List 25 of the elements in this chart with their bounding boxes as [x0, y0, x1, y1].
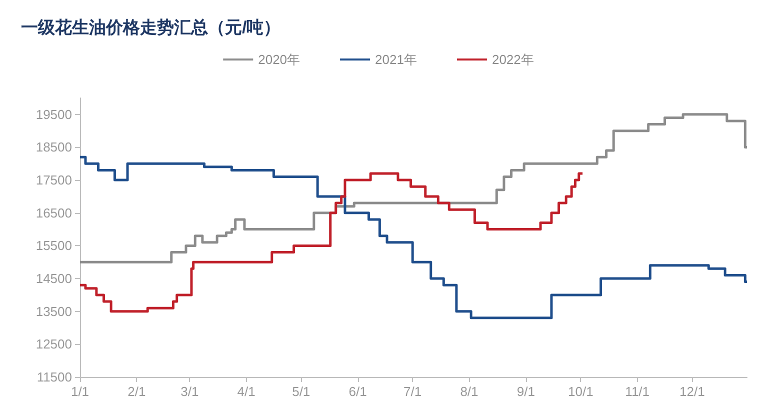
- y-tick-label: 12500: [36, 336, 72, 352]
- x-tick-label: 10/1: [568, 384, 594, 399]
- chart-title: 一级花生油价格走势汇总（元/吨）: [21, 18, 281, 37]
- y-tick-label: 11500: [36, 370, 72, 384]
- x-tick-label: 6/1: [348, 384, 367, 399]
- x-tick-label: 11/1: [625, 384, 650, 399]
- y-tick-label: 16500: [36, 205, 72, 220]
- x-tick-label: 3/1: [180, 384, 199, 399]
- x-tick-label: 7/1: [404, 384, 422, 399]
- x-tick-label: 9/1: [516, 384, 535, 399]
- y-tick-label: 13500: [36, 304, 72, 319]
- y-tick-label: 14500: [36, 271, 72, 286]
- x-tick-label: 12/1: [680, 384, 705, 399]
- x-tick-label: 5/1: [292, 384, 310, 399]
- x-tick-label: 2/1: [128, 384, 146, 399]
- legend-label: 2020年: [258, 52, 300, 67]
- x-tick-label: 8/1: [460, 384, 478, 399]
- legend-label: 2022年: [492, 52, 534, 67]
- y-tick-label: 17500: [36, 172, 72, 188]
- legend-label: 2021年: [375, 52, 417, 67]
- y-tick-label: 15500: [36, 238, 72, 254]
- x-tick-label: 4/1: [237, 384, 256, 399]
- x-tick-label: 1/1: [70, 384, 90, 399]
- y-tick-label: 19500: [36, 106, 72, 122]
- y-tick-label: 18500: [36, 140, 72, 155]
